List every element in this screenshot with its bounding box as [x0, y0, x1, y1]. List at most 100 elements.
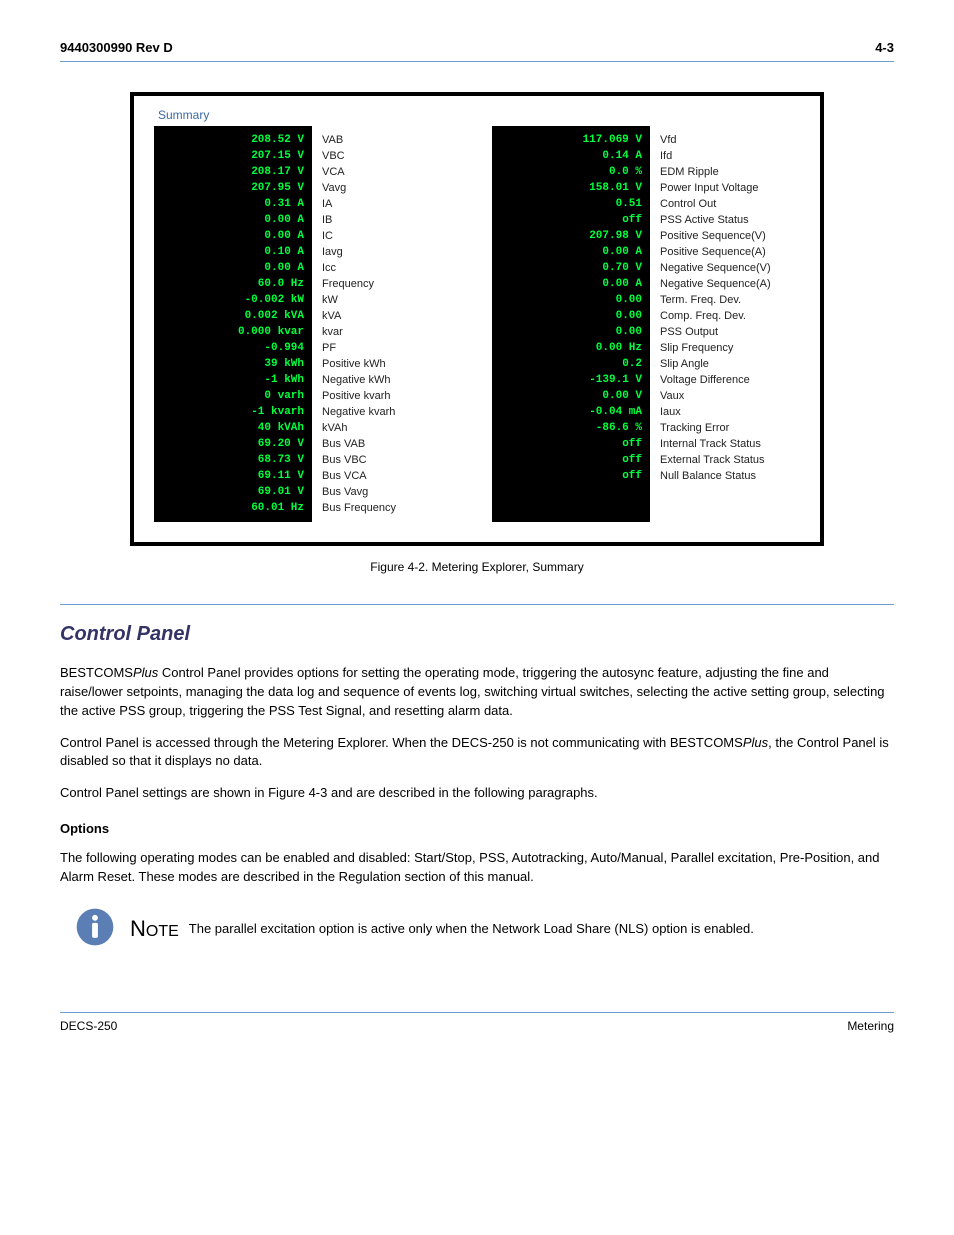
- body2-italic: Plus: [743, 735, 768, 750]
- label-row: IC: [322, 228, 462, 244]
- value-row: 0.2: [492, 356, 642, 372]
- label-row: Comp. Freq. Dev.: [660, 308, 800, 324]
- label-row: kVAh: [322, 420, 462, 436]
- label-row: kvar: [322, 324, 462, 340]
- label-row: Vfd: [660, 132, 800, 148]
- header-left: 9440300990 Rev D: [60, 40, 173, 55]
- body1-text: BESTCOMS: [60, 665, 133, 680]
- value-row: 207.98 V: [492, 228, 642, 244]
- value-row: 0.00 A: [154, 212, 304, 228]
- value-row: 0 varh: [154, 388, 304, 404]
- value-row: 60.0 Hz: [154, 276, 304, 292]
- label-row: Term. Freq. Dev.: [660, 292, 800, 308]
- label-row: Slip Angle: [660, 356, 800, 372]
- right-panel: 117.069 V0.14 A0.0 %158.01 V0.51off207.9…: [492, 126, 800, 522]
- note-block: NOTE The parallel excitation option is a…: [60, 907, 894, 952]
- body-paragraph-4: The following operating modes can be ena…: [60, 849, 894, 887]
- label-row: VAB: [322, 132, 462, 148]
- label-row: kVA: [322, 308, 462, 324]
- label-row: EDM Ripple: [660, 164, 800, 180]
- label-row: VCA: [322, 164, 462, 180]
- label-row: PSS Output: [660, 324, 800, 340]
- value-row: off: [492, 452, 642, 468]
- value-row: 68.73 V: [154, 452, 304, 468]
- label-row: Icc: [322, 260, 462, 276]
- value-row: off: [492, 436, 642, 452]
- note-label-b: OTE: [146, 923, 179, 940]
- body2-text: Control Panel is accessed through the Me…: [60, 735, 743, 750]
- body1-italic: Plus: [133, 665, 162, 680]
- footer-right: Metering: [847, 1019, 894, 1033]
- value-row: 69.11 V: [154, 468, 304, 484]
- info-icon: [75, 907, 115, 947]
- label-row: VBC: [322, 148, 462, 164]
- label-row: Null Balance Status: [660, 468, 800, 484]
- figure-wrap: Summary 208.52 V207.15 V208.17 V207.95 V…: [60, 92, 894, 574]
- label-row: IB: [322, 212, 462, 228]
- value-row: 208.52 V: [154, 132, 304, 148]
- label-row: Positive Sequence(A): [660, 244, 800, 260]
- figure-caption: Figure 4-2. Metering Explorer, Summary: [60, 560, 894, 574]
- value-row: 0.00 A: [154, 260, 304, 276]
- label-row: Voltage Difference: [660, 372, 800, 388]
- value-row: -0.04 mA: [492, 404, 642, 420]
- value-row: off: [492, 212, 642, 228]
- value-row: -86.6 %: [492, 420, 642, 436]
- footer-left: DECS-250: [60, 1019, 117, 1033]
- label-row: Iaux: [660, 404, 800, 420]
- value-row: 0.002 kVA: [154, 308, 304, 324]
- label-row: Tracking Error: [660, 420, 800, 436]
- label-row: Internal Track Status: [660, 436, 800, 452]
- label-row: Negative kWh: [322, 372, 462, 388]
- value-row: 208.17 V: [154, 164, 304, 180]
- value-row: 0.000 kvar: [154, 324, 304, 340]
- label-row: Bus VAB: [322, 436, 462, 452]
- summary-panel: Summary 208.52 V207.15 V208.17 V207.95 V…: [130, 92, 824, 546]
- subsection-title: Options: [60, 821, 894, 836]
- value-row: -1 kvarh: [154, 404, 304, 420]
- header-right: 4-3: [875, 40, 894, 55]
- label-row: IA: [322, 196, 462, 212]
- value-row: 40 kVAh: [154, 420, 304, 436]
- label-row: Positive Sequence(V): [660, 228, 800, 244]
- note-label: NOTE: [130, 916, 179, 942]
- value-row: 0.10 A: [154, 244, 304, 260]
- value-row: -139.1 V: [492, 372, 642, 388]
- value-row: 0.00 Hz: [492, 340, 642, 356]
- label-row: Bus Frequency: [322, 500, 462, 516]
- value-row: 69.20 V: [154, 436, 304, 452]
- label-row: PF: [322, 340, 462, 356]
- label-row: Slip Frequency: [660, 340, 800, 356]
- page-footer: DECS-250 Metering: [60, 1012, 894, 1033]
- value-row: 0.0 %: [492, 164, 642, 180]
- value-row: -0.994: [154, 340, 304, 356]
- label-row: Negative Sequence(A): [660, 276, 800, 292]
- label-row: Positive kvarh: [322, 388, 462, 404]
- section-title: Control Panel: [60, 623, 894, 646]
- note-icon-wrap: [60, 907, 130, 952]
- value-row: 0.00 A: [154, 228, 304, 244]
- label-row: Power Input Voltage: [660, 180, 800, 196]
- value-row: 0.51: [492, 196, 642, 212]
- label-row: Negative kvarh: [322, 404, 462, 420]
- section-rule: [60, 604, 894, 605]
- label-row: Vaux: [660, 388, 800, 404]
- body-paragraph-1: BESTCOMSPlus Control Panel provides opti…: [60, 664, 894, 721]
- label-row: Vavg: [322, 180, 462, 196]
- label-row: Bus VBC: [322, 452, 462, 468]
- body1-rest: Control Panel provides options for setti…: [60, 665, 885, 718]
- label-row: Frequency: [322, 276, 462, 292]
- summary-label: Summary: [158, 108, 810, 122]
- value-row: 117.069 V: [492, 132, 642, 148]
- label-row: Ifd: [660, 148, 800, 164]
- value-row: 0.31 A: [154, 196, 304, 212]
- label-row: Iavg: [322, 244, 462, 260]
- label-row: Bus Vavg: [322, 484, 462, 500]
- value-row: 0.00: [492, 292, 642, 308]
- value-row: 158.01 V: [492, 180, 642, 196]
- label-row: Bus VCA: [322, 468, 462, 484]
- value-row: 0.00 A: [492, 244, 642, 260]
- value-row: 60.01 Hz: [154, 500, 304, 516]
- label-row: Control Out: [660, 196, 800, 212]
- left-panel: 208.52 V207.15 V208.17 V207.95 V0.31 A0.…: [154, 126, 462, 522]
